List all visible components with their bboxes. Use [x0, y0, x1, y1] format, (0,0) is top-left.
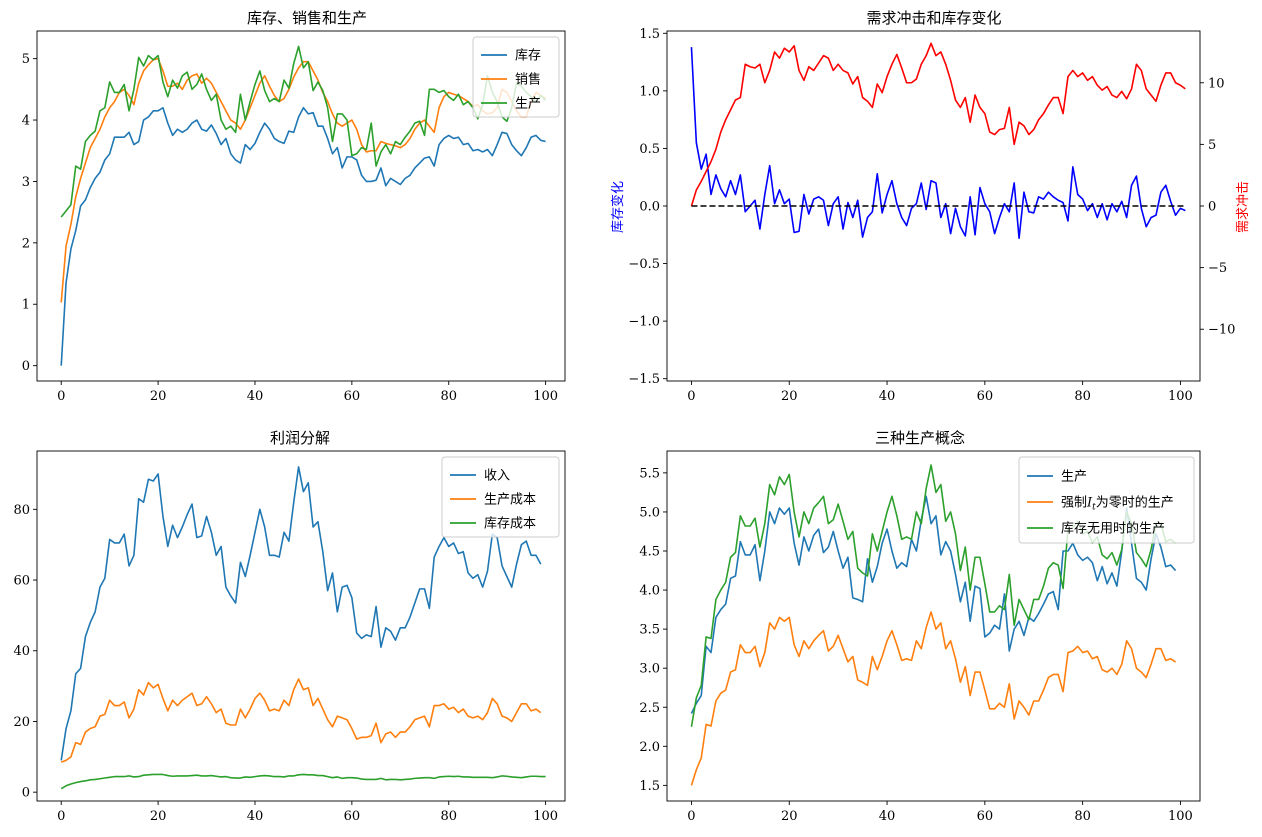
x-tick-label: 20: [150, 389, 167, 404]
series-line-1: [690, 42, 1186, 207]
series-line-0: [690, 47, 1186, 240]
x-tick-label: 80: [440, 809, 457, 824]
y-tick-label: 5.0: [639, 505, 660, 520]
series-line-1: [60, 57, 547, 303]
x-tick-label: 40: [247, 389, 264, 404]
series-line-0: [60, 466, 542, 761]
x-tick-label: 100: [1168, 389, 1193, 404]
y-tick-label: −0.5: [628, 257, 660, 272]
axes-frame: [36, 30, 566, 382]
y-tick-label: −1.5: [628, 372, 660, 387]
x-tick-label: 20: [781, 809, 798, 824]
y-tick-label: 4: [22, 114, 30, 129]
legend-label: 销售: [515, 72, 541, 88]
y-right-tick-label: −10: [1208, 323, 1235, 338]
x-tick-label: 40: [247, 809, 264, 824]
chart-demand-shock-inventory-change: 需求冲击和库存变化 0 20 40 60 80 100−1.5−1.0−0.50.00.5…: [610, 9, 1251, 404]
x-tick-label: 20: [150, 809, 167, 824]
chart-title: 需求冲击和库存变化: [866, 9, 1001, 27]
legend-label: 收入: [484, 469, 510, 484]
x-tick-label: 0: [57, 389, 65, 404]
y-right-tick-label: −5: [1208, 261, 1227, 276]
legend-box: [1018, 456, 1195, 544]
legend-label: 生产成本: [484, 493, 536, 508]
legend-label: 生产: [1061, 470, 1087, 485]
y-tick-label: 4.0: [639, 584, 660, 599]
x-tick-label: 60: [344, 809, 361, 824]
y-tick-label: 1.5: [639, 779, 660, 794]
legend-label: 库存: [515, 48, 541, 64]
y-tick-label: 60: [13, 574, 30, 589]
series-line-2: [60, 773, 546, 790]
x-tick-label: 100: [533, 389, 558, 404]
series-line-1: [690, 611, 1176, 786]
legend-box: [472, 36, 560, 118]
x-tick-label: 60: [977, 389, 994, 404]
y-tick-label: 2: [22, 236, 30, 251]
series-line-1: [60, 678, 542, 763]
y-tick-label: 0.5: [639, 142, 660, 157]
x-tick-label: 60: [344, 389, 361, 404]
y-tick-label: 40: [13, 644, 30, 659]
y-right-tick-label: 0: [1208, 200, 1216, 215]
legend-box: [441, 456, 560, 538]
x-tick-label: 0: [57, 809, 65, 824]
legend-label: 库存无用时的生产: [1061, 521, 1165, 537]
y-right-tick-label: 5: [1208, 138, 1216, 153]
x-tick-label: 0: [687, 389, 695, 404]
chart-title: 利润分解: [270, 429, 330, 447]
y-tick-label: 0.0: [639, 200, 660, 215]
y-tick-label: 3: [22, 175, 30, 190]
y-tick-label: 3.0: [639, 662, 660, 677]
y-tick-label: 1.5: [639, 27, 660, 42]
y-tick-label: 1.0: [639, 84, 660, 99]
y-tick-label: 80: [13, 503, 30, 518]
y-tick-label: 2.5: [639, 701, 660, 716]
x-tick-label: 20: [781, 389, 798, 404]
x-tick-label: 40: [879, 809, 896, 824]
legend-label: 库存成本: [484, 516, 536, 532]
series-line-0: [690, 495, 1177, 714]
y-axis-label-left: 库存变化: [610, 181, 626, 233]
legend-label: 生产: [515, 97, 541, 112]
y-tick-label: 20: [13, 715, 30, 730]
y-tick-label: 5.5: [639, 466, 660, 481]
y-tick-label: 5: [22, 52, 30, 67]
series-line-0: [60, 106, 546, 366]
x-tick-label: 80: [440, 389, 457, 404]
y-tick-label: 1: [22, 298, 30, 313]
y-tick-label: 0: [22, 359, 30, 374]
y-tick-label: 4.5: [639, 545, 660, 560]
chart-title: 库存、销售和生产: [247, 9, 367, 27]
y-tick-label: −1.0: [628, 315, 660, 330]
x-tick-label: 100: [533, 809, 558, 824]
chart-title: 三种生产概念: [875, 429, 965, 447]
x-tick-label: 80: [1074, 389, 1091, 404]
axes-frame: [36, 450, 566, 802]
x-tick-label: 80: [1074, 809, 1091, 824]
legend-label: 强制It为零时的生产: [1061, 495, 1174, 513]
y-axis-label-right: 需求冲击: [1236, 181, 1251, 233]
x-tick-label: 60: [977, 809, 994, 824]
y-right-tick-label: 10: [1208, 76, 1225, 91]
axes-frame: [666, 450, 1201, 802]
x-tick-label: 40: [879, 389, 896, 404]
y-tick-label: 0: [22, 786, 30, 801]
series-line-2: [60, 45, 547, 218]
x-tick-label: 0: [687, 809, 695, 824]
x-tick-label: 100: [1168, 809, 1193, 824]
chart-three-production-concepts: 三种生产概念 0 20 40 60 80 100 1.5 2.0 2.5 3.0 3.5 4.0 4.5…: [639, 429, 1201, 824]
y-tick-label: 3.5: [639, 623, 660, 638]
y-tick-label: 2.0: [639, 740, 660, 755]
